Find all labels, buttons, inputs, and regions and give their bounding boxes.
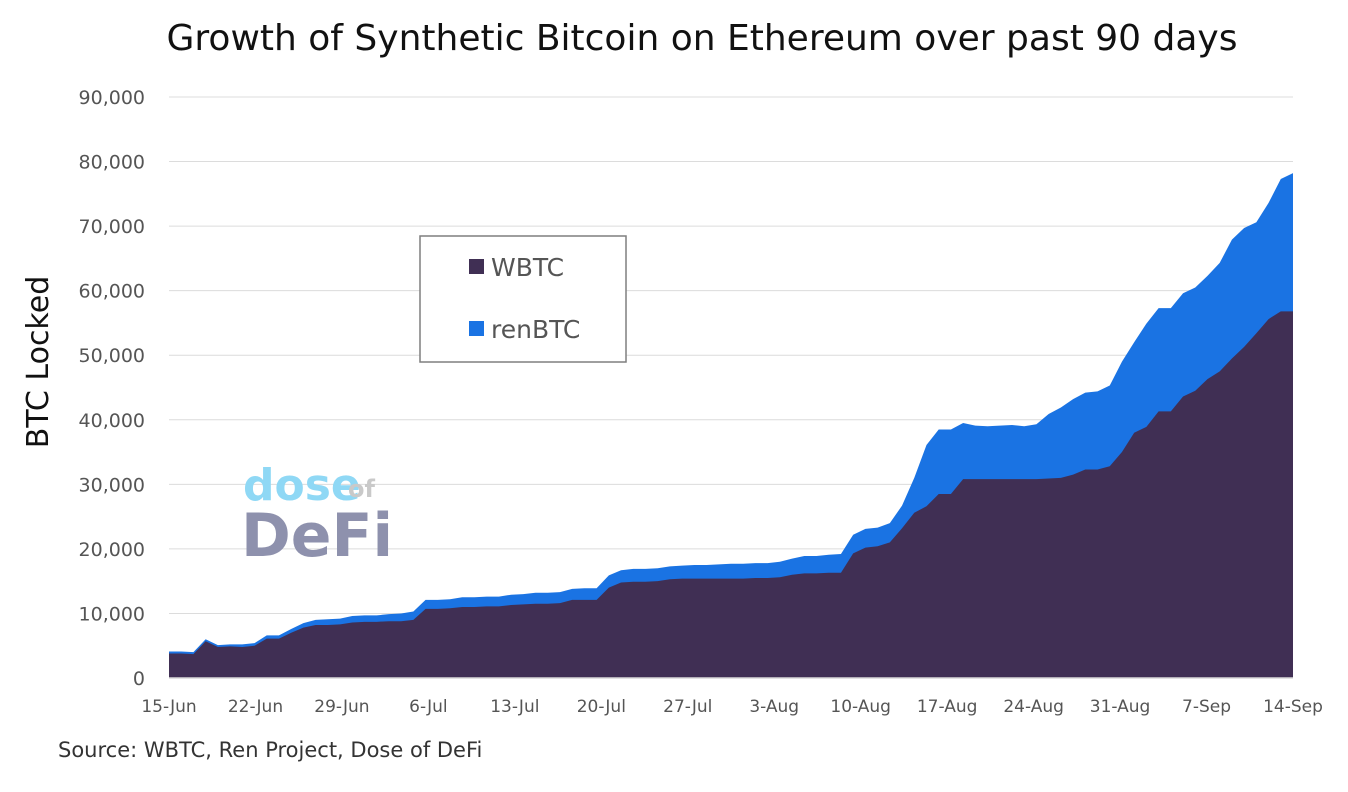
y-axis-label: BTC Locked	[21, 276, 56, 448]
x-tick-label: 6-Jul	[409, 697, 447, 717]
gridlines	[169, 96, 1293, 614]
legend-box	[419, 235, 627, 363]
watermark-defi: DeFi	[241, 501, 393, 571]
x-tick-label: 17-Aug	[917, 697, 978, 717]
x-tick-labels: 15-Jun 22-Jun 29-Jun 6-Jul 13-Jul 20-Jul 27-Ju…	[141, 697, 1323, 717]
x-tick-label: 27-Jul	[663, 697, 712, 717]
x-tick-label: 10-Aug	[830, 697, 891, 717]
y-tick-label: 40,000	[79, 410, 145, 432]
watermark: dose of DeFi	[241, 460, 393, 571]
legend-label-renbtc: renBTC	[491, 315, 580, 344]
watermark-dose: dose	[243, 460, 361, 511]
y-tick-labels: 0 10,000 20,000 30,000 40,000 50,000 60,000 70,…	[79, 87, 145, 690]
legend: WBTC renBTC	[419, 235, 627, 363]
legend-swatch-wbtc	[469, 259, 484, 274]
watermark-of: of	[348, 475, 375, 503]
x-tick-label: 7-Sep	[1182, 697, 1231, 717]
legend-label-wbtc: WBTC	[491, 253, 564, 282]
chart-title: Growth of Synthetic Bitcoin on Ethereum …	[167, 18, 1238, 59]
x-tick-label: 31-Aug	[1090, 697, 1151, 717]
y-tick-label: 20,000	[79, 539, 145, 561]
y-tick-label: 60,000	[79, 281, 145, 303]
x-tick-label: 3-Aug	[749, 697, 799, 717]
y-tick-label: 90,000	[79, 87, 145, 109]
area-series-wbtc	[169, 311, 1293, 678]
x-tick-label: 24-Aug	[1003, 697, 1064, 717]
y-tick-label: 50,000	[79, 345, 145, 367]
x-tick-label: 29-Jun	[314, 697, 369, 717]
x-tick-label: 22-Jun	[228, 697, 283, 717]
x-tick-label: 13-Jul	[490, 697, 539, 717]
y-tick-label: 30,000	[79, 474, 145, 496]
source-note: Source: WBTC, Ren Project, Dose of DeFi	[58, 738, 482, 762]
y-tick-label: 0	[133, 668, 145, 690]
x-tick-label: 20-Jul	[577, 697, 626, 717]
legend-swatch-renbtc	[469, 321, 484, 336]
y-tick-label: 80,000	[79, 152, 145, 174]
x-tick-label: 15-Jun	[141, 697, 196, 717]
x-tick-label: 14-Sep	[1263, 697, 1323, 717]
y-tick-label: 10,000	[79, 603, 145, 625]
plot-areas	[169, 173, 1293, 678]
y-tick-label: 70,000	[79, 216, 145, 238]
